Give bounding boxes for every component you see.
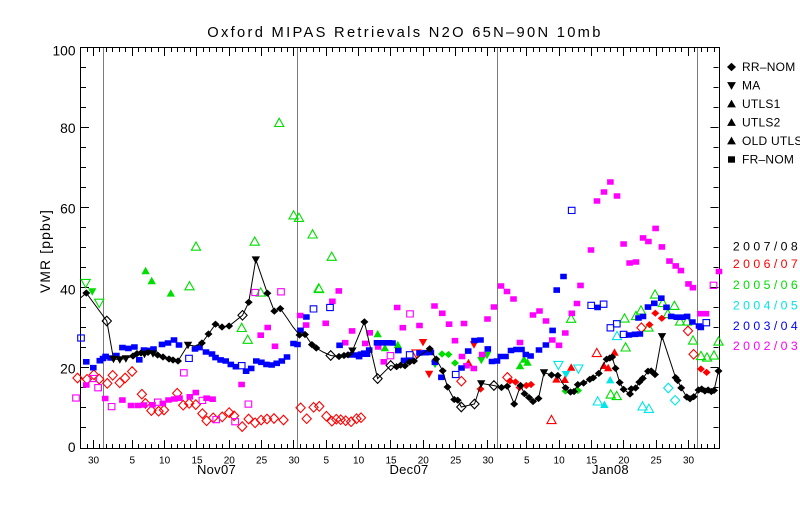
svg-text:2002/03: 2002/03 xyxy=(733,339,800,353)
svg-text:20: 20 xyxy=(418,456,430,467)
svg-text:FR–NOM: FR–NOM xyxy=(742,153,794,167)
svg-text:60: 60 xyxy=(60,201,76,216)
svg-text:15: 15 xyxy=(191,456,203,467)
svg-text:2003/04: 2003/04 xyxy=(733,319,800,333)
svg-text:10: 10 xyxy=(159,456,171,467)
svg-text:UTLS1: UTLS1 xyxy=(742,97,781,111)
svg-text:20: 20 xyxy=(60,361,76,376)
svg-text:25: 25 xyxy=(651,456,663,467)
svg-text:VMR [ppbv]: VMR [ppbv] xyxy=(38,209,53,293)
svg-text:OLD UTLS: OLD UTLS xyxy=(742,134,800,148)
svg-text:5: 5 xyxy=(130,456,136,467)
svg-text:30: 30 xyxy=(683,456,695,467)
svg-text:2007/08: 2007/08 xyxy=(733,240,800,254)
svg-text:0: 0 xyxy=(68,440,76,455)
svg-text:5: 5 xyxy=(524,456,530,467)
svg-text:2005/06: 2005/06 xyxy=(733,278,800,292)
svg-text:Nov07: Nov07 xyxy=(197,462,236,477)
svg-text:2006/07: 2006/07 xyxy=(733,257,800,271)
svg-text:100: 100 xyxy=(52,43,75,58)
svg-text:15: 15 xyxy=(586,456,598,467)
svg-text:20: 20 xyxy=(224,456,236,467)
svg-text:25: 25 xyxy=(256,456,268,467)
svg-text:30: 30 xyxy=(482,456,494,467)
svg-text:10: 10 xyxy=(554,456,566,467)
svg-text:Dec07: Dec07 xyxy=(389,462,428,477)
svg-text:5: 5 xyxy=(324,456,330,467)
svg-text:MA: MA xyxy=(742,79,761,93)
svg-text:10: 10 xyxy=(353,456,365,467)
svg-text:Oxford MIPAS Retrievals N2O 65: Oxford MIPAS Retrievals N2O 65N–90N 10mb xyxy=(207,25,602,41)
svg-text:30: 30 xyxy=(88,456,100,467)
svg-text:30: 30 xyxy=(288,456,300,467)
svg-text:80: 80 xyxy=(60,121,76,136)
svg-text:40: 40 xyxy=(60,282,76,297)
svg-text:20: 20 xyxy=(618,456,630,467)
svg-text:UTLS2: UTLS2 xyxy=(742,116,781,130)
svg-text:15: 15 xyxy=(385,456,397,467)
svg-text:RR–NOM: RR–NOM xyxy=(742,60,796,74)
svg-text:2004/05: 2004/05 xyxy=(733,299,800,313)
svg-text:25: 25 xyxy=(450,456,462,467)
svg-text:Jan08: Jan08 xyxy=(592,462,629,477)
